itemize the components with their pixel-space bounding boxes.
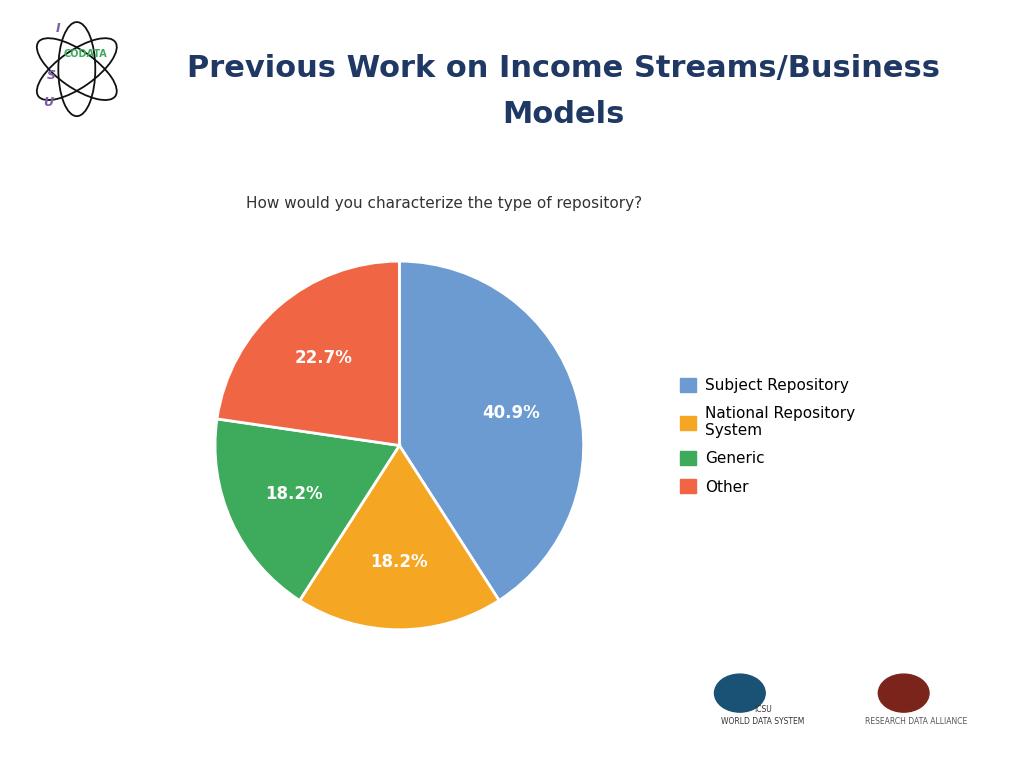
Text: Models: Models (502, 100, 625, 129)
Wedge shape (217, 261, 399, 445)
Wedge shape (215, 419, 399, 601)
Text: 18.2%: 18.2% (371, 552, 428, 571)
Text: Previous Work on Income Streams/Business: Previous Work on Income Streams/Business (186, 54, 940, 83)
Text: RESEARCH DATA ALLIANCE: RESEARCH DATA ALLIANCE (865, 717, 968, 726)
Wedge shape (300, 445, 499, 630)
Text: 22.7%: 22.7% (295, 349, 352, 366)
Text: CODATA: CODATA (63, 49, 108, 59)
Circle shape (879, 674, 929, 712)
Text: ICSU
WORLD DATA SYSTEM: ICSU WORLD DATA SYSTEM (721, 705, 805, 726)
Circle shape (715, 674, 765, 712)
Text: How would you characterize the type of repository?: How would you characterize the type of r… (246, 196, 642, 211)
Text: I: I (56, 22, 60, 35)
Wedge shape (399, 261, 584, 601)
Legend: Subject Repository, National Repository
System, Generic, Other: Subject Repository, National Repository … (674, 372, 861, 501)
Text: 18.2%: 18.2% (265, 485, 323, 502)
Text: 40.9%: 40.9% (482, 404, 540, 422)
Text: U: U (43, 96, 53, 109)
Text: S: S (47, 69, 56, 82)
